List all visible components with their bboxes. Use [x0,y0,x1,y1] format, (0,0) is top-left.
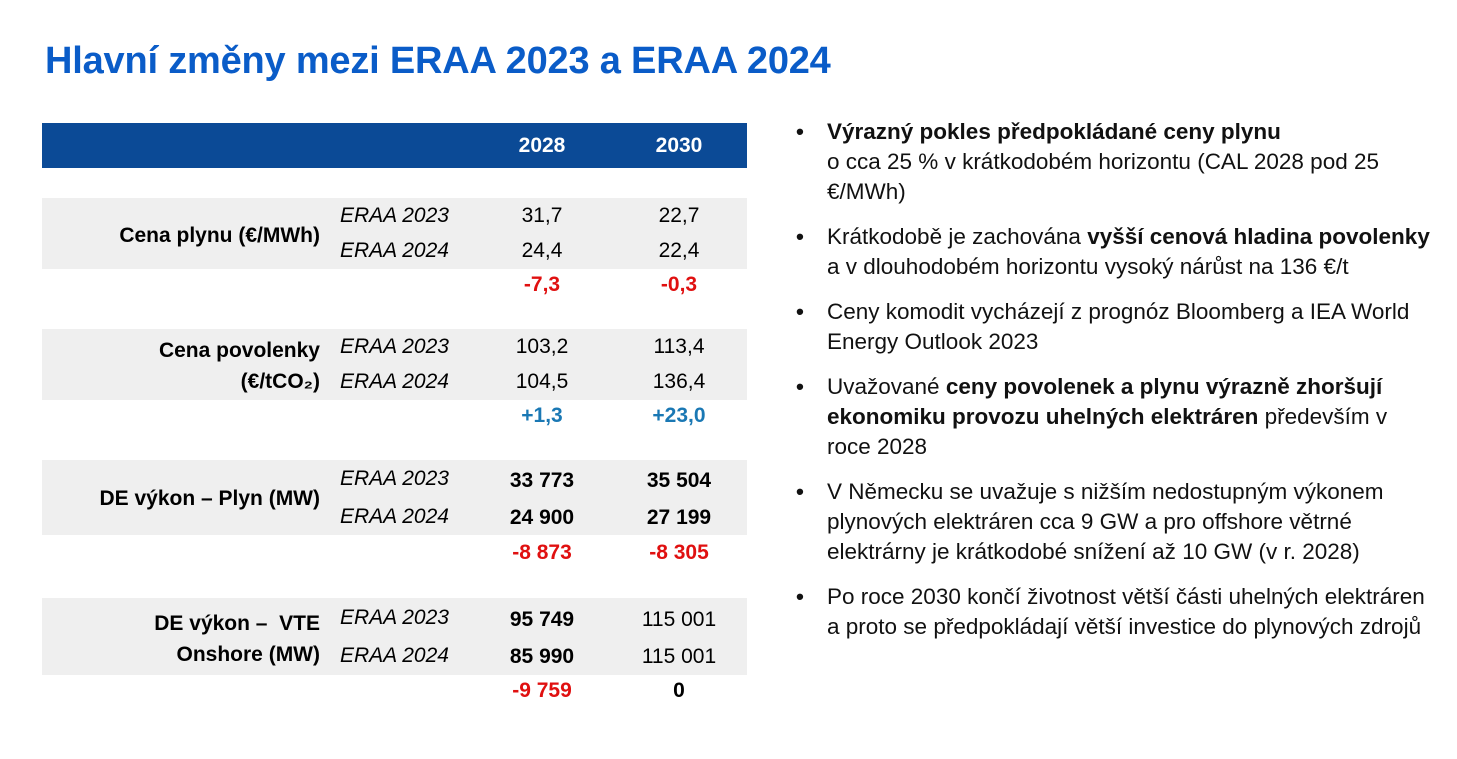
source-label: ERAA 2024 [340,505,449,528]
list-item: • Po roce 2030 končí životnost větší část… [796,584,1425,639]
table-cell: 35 504 [646,469,712,492]
row-band-de-onshore [42,598,747,675]
header-2028: 2028 [518,134,566,157]
row-band-allowance-price [42,329,747,400]
diff-cell: -9 759 [512,679,572,702]
table-cell: 113,4 [653,335,705,358]
bullet-icon: • [796,224,804,249]
row-label-gas-price: Cena plynu (€/MWh) [119,224,320,247]
list-item: • Výrazný pokles předpokládané ceny plynu… [796,119,1379,204]
table-cell: 33 773 [509,469,575,492]
table-cell: 24,4 [521,239,563,262]
table-cell: 22,4 [658,239,700,262]
diff-cell: -8 873 [512,541,572,564]
row-label-allowance-price: Cena povolenky (€/tCO₂) [158,339,320,393]
row-band-de-gas [42,460,747,535]
diff-cell: -8 305 [649,541,709,564]
table-cell: 85 990 [509,645,575,668]
table-cell: 115 001 [641,608,717,631]
row-label-de-onshore: DE výkon – VTE Onshore (MW) [154,612,320,666]
list-item: • V Německu se uvažuje s nižším nedostupn… [796,479,1384,564]
bullet-icon: • [796,374,804,399]
diff-cell: +1,3 [521,404,563,427]
table-cell: 31,7 [521,204,563,227]
table-cell: 115 001 [641,645,717,668]
diff-cell: 0 [673,679,685,702]
table-cell: 22,7 [658,204,700,227]
bullet-icon: • [796,119,804,144]
table-cell: 136,4 [652,370,706,393]
header-2030: 2030 [655,134,703,157]
bullet-icon: • [796,479,804,504]
diff-cell: +23,0 [652,404,706,427]
table-header: 2028 2030 [42,123,747,168]
list-item: • Ceny komodit vycházejí z prognóz Bloomb… [796,299,1410,354]
source-label: ERAA 2024 [340,370,449,393]
source-label: ERAA 2024 [340,239,449,262]
source-label: ERAA 2023 [340,467,449,490]
page-title: Hlavní změny mezi ERAA 2023 a ERAA 2024 [45,40,831,82]
source-label: ERAA 2023 [340,606,449,629]
table-cell: 95 749 [509,608,575,631]
bullet-icon: • [796,299,804,324]
bullet-list: • Výrazný pokles předpokládané ceny plynu… [796,117,1436,657]
table-cell: 27 199 [646,506,712,529]
diff-cell: -0,3 [660,273,698,296]
table-cell: 24 900 [509,506,575,529]
list-item: • Uvažované ceny povolenek a plynu výrazn… [796,374,1388,459]
source-label: ERAA 2023 [340,335,449,358]
table-cell: 103,2 [515,335,569,358]
source-label: ERAA 2024 [340,644,449,667]
source-label: ERAA 2023 [340,204,449,227]
table-cell: 104,5 [515,370,569,393]
bullet-icon: • [796,584,804,609]
row-label-de-gas: DE výkon – Plyn (MW) [99,487,320,510]
row-band-gas-price [42,198,747,269]
list-item: • Krátkodobě je zachována vyšší cenová hl… [796,224,1430,279]
diff-cell: -7,3 [523,273,561,296]
